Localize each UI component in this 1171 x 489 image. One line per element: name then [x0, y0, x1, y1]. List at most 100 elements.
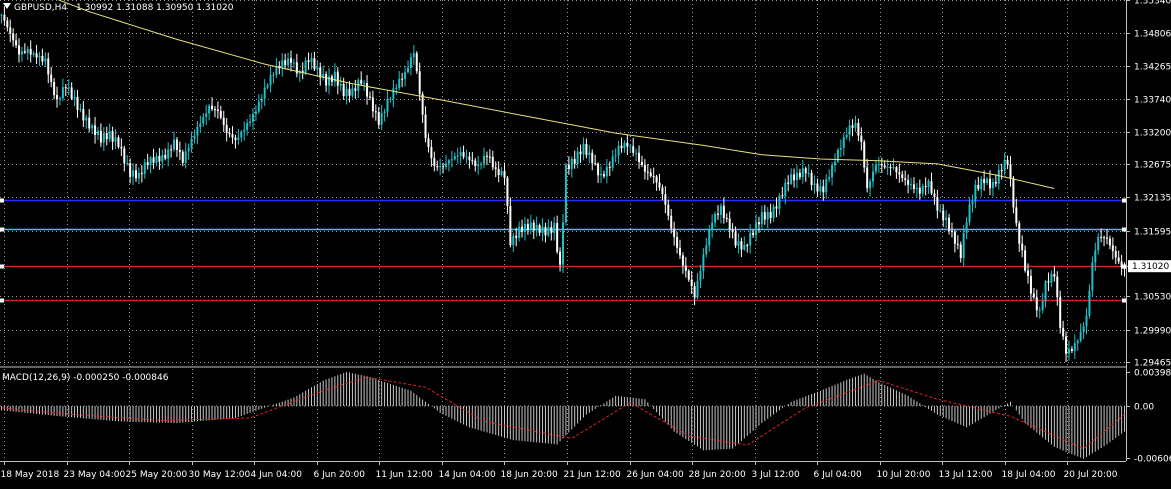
y-tick-label: 1.33200 — [1134, 129, 1171, 139]
candle-body — [763, 212, 766, 220]
candle-body — [336, 71, 339, 86]
candle-body — [708, 229, 711, 246]
candle-body — [731, 229, 734, 232]
y-tick-label: 1.30530 — [1134, 293, 1171, 303]
candle-body — [895, 167, 898, 173]
candle-body — [880, 164, 883, 166]
candle-body — [667, 204, 670, 216]
candle-body — [1041, 301, 1044, 311]
candle-body — [760, 212, 763, 225]
candle-body — [20, 51, 23, 55]
candle-body — [35, 53, 38, 58]
candle-body — [1097, 236, 1100, 251]
candle-body — [290, 58, 293, 63]
candle-body — [310, 58, 313, 62]
candle-body — [968, 204, 971, 223]
candle-body — [766, 211, 769, 220]
candle-body — [676, 237, 679, 248]
candle-body — [605, 166, 608, 177]
candle-body — [600, 174, 603, 176]
candle-body — [216, 109, 219, 111]
candle-body — [254, 111, 257, 115]
candle-body — [632, 146, 635, 153]
candle-body — [380, 112, 383, 125]
candle-body — [292, 62, 295, 64]
level-handle-right[interactable] — [1122, 198, 1126, 203]
candle-body — [658, 182, 661, 188]
candle-body — [152, 157, 155, 163]
candle-body — [772, 206, 775, 219]
level-handle-right[interactable] — [1122, 298, 1126, 303]
candle-body — [383, 111, 386, 113]
level-handle-right[interactable] — [1122, 264, 1126, 269]
candle-body — [281, 60, 284, 69]
candle-body — [562, 222, 564, 265]
candle-body — [1006, 159, 1009, 165]
candle-body — [82, 108, 85, 121]
candle-body — [1108, 238, 1111, 246]
candle-body — [538, 225, 541, 233]
candle-body — [158, 155, 161, 162]
candle-body — [640, 161, 643, 166]
x-tick-label: 10 Jul 20:00 — [877, 470, 931, 480]
candle-body — [1120, 261, 1123, 268]
candle-body — [468, 156, 471, 161]
candle-body — [790, 174, 793, 184]
candle-body — [237, 137, 240, 140]
candle-body — [912, 184, 915, 189]
candle-body — [980, 179, 983, 190]
candle-body — [120, 146, 123, 149]
y-tick-label: 1.35340 — [1134, 0, 1171, 7]
candle-body — [140, 172, 143, 174]
candle-body — [251, 114, 254, 122]
candle-body — [105, 133, 108, 140]
candle-body — [1059, 297, 1062, 328]
candle-body — [3, 14, 6, 21]
candle-body — [863, 141, 866, 168]
candle-body — [246, 122, 249, 130]
x-tick-label: 6 Jul 04:00 — [814, 470, 863, 480]
candle-body — [61, 87, 64, 99]
x-tick-label: 20 Jul 20:00 — [1064, 470, 1118, 480]
candle-body — [535, 225, 538, 231]
candle-body — [377, 112, 380, 125]
x-tick-label: 21 Jun 12:00 — [564, 470, 621, 480]
candle-body — [971, 201, 974, 205]
level-handle-left[interactable] — [0, 227, 4, 232]
candle-body — [664, 194, 667, 205]
candle-body — [1047, 281, 1050, 283]
candle-body — [225, 124, 228, 134]
triangle-down-icon[interactable] — [3, 3, 11, 9]
candle-body — [904, 178, 907, 180]
candle-body — [15, 40, 18, 46]
candle-body — [275, 65, 278, 75]
candle-body — [936, 197, 939, 211]
level-handle-left[interactable] — [0, 264, 4, 269]
level-handle-left[interactable] — [0, 298, 4, 303]
candle-body — [737, 241, 740, 246]
y-tick-label: 1.29465 — [1134, 359, 1171, 369]
candle-body — [836, 149, 839, 162]
level-handle-left[interactable] — [0, 198, 4, 203]
candle-body — [661, 187, 664, 195]
candle-body — [1123, 267, 1126, 270]
candle-body — [933, 193, 936, 198]
candle-body — [193, 135, 196, 139]
candle-body — [579, 151, 582, 155]
candle-body — [56, 95, 59, 100]
candle-body — [1082, 326, 1085, 332]
candle-body — [295, 62, 298, 74]
candle-body — [714, 213, 717, 223]
candle-body — [272, 74, 275, 76]
candle-body — [1103, 237, 1106, 239]
candle-body — [810, 172, 813, 186]
candle-body — [778, 195, 781, 209]
candle-body — [474, 160, 477, 167]
candle-body — [948, 217, 951, 231]
level-handle-right[interactable] — [1122, 227, 1126, 232]
candle-body — [1114, 251, 1117, 258]
candle-body — [1050, 274, 1053, 283]
candle-body — [553, 223, 556, 233]
